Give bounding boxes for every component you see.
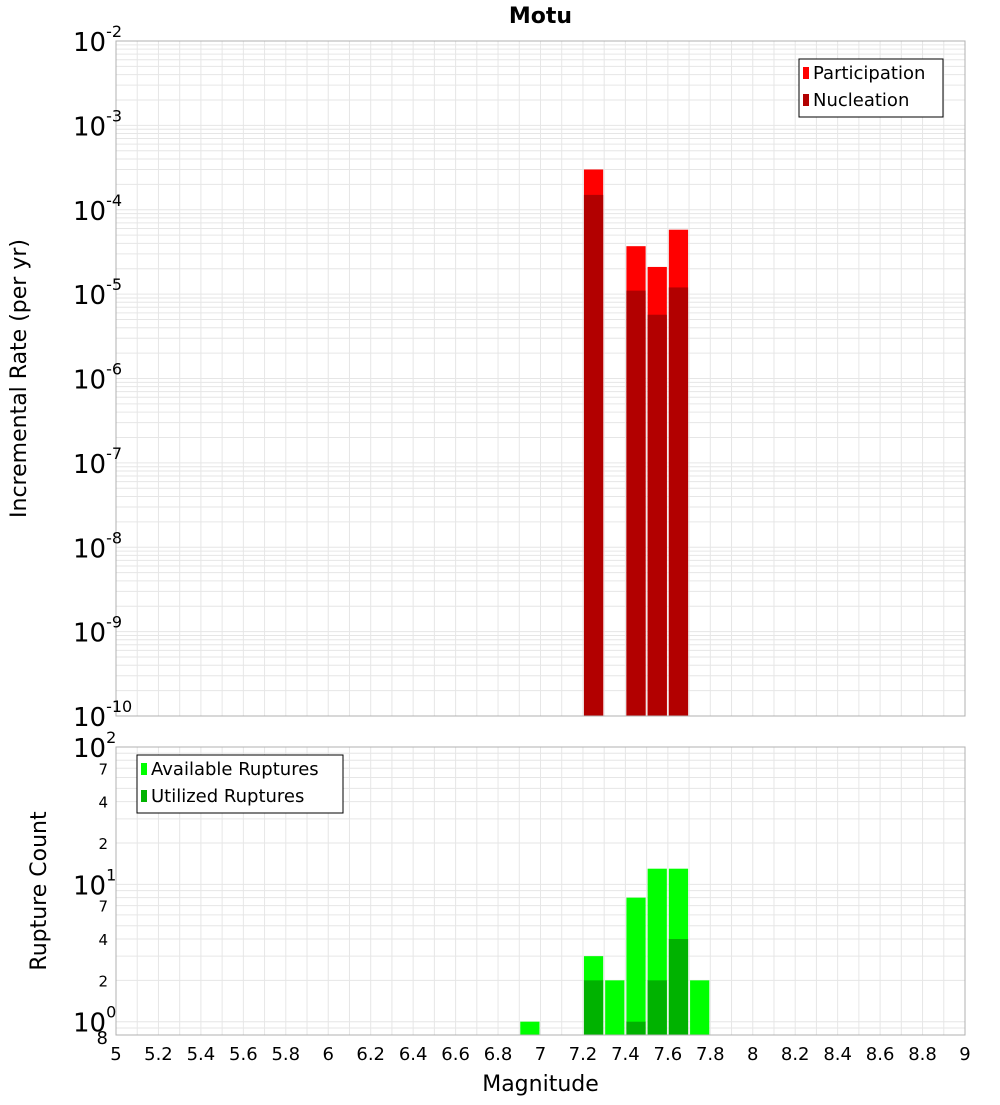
x-tick-label: 7	[535, 1044, 546, 1065]
bar	[605, 980, 625, 1035]
x-tick-label: 5	[110, 1044, 121, 1065]
legend-box	[136, 754, 344, 814]
bar	[668, 287, 689, 716]
x-tick-label: 8	[747, 1044, 758, 1065]
y-tick-label: 10-9	[73, 613, 122, 649]
legend-entry: Nucleation	[813, 90, 909, 111]
y-tick-label: 10-7	[73, 444, 122, 480]
y-tick-label: 2	[98, 972, 108, 990]
series-nucleation	[583, 194, 689, 716]
x-tick-label: 6.8	[484, 1044, 513, 1065]
y-tick-label: 7	[98, 898, 108, 916]
series-utilized-ruptures	[583, 939, 689, 1035]
x-tick-label: 5.2	[144, 1044, 173, 1065]
x-tick-label: 6.2	[356, 1044, 385, 1065]
legend-entry: Available Ruptures	[151, 759, 319, 780]
y-tick-label: 10-8	[73, 528, 122, 564]
y-tick-label: 101	[73, 865, 116, 901]
y-tick-label: 10-5	[73, 275, 122, 311]
y-tick-label: 4	[98, 794, 108, 812]
bar	[583, 194, 604, 716]
y-tick-label: 2	[98, 835, 108, 853]
grid	[115, 40, 966, 717]
y-axis-label: Incremental Rate (per yr)	[7, 239, 32, 518]
x-tick-label: 8.6	[866, 1044, 895, 1065]
y-tick-label: 10-3	[73, 106, 122, 142]
y-tick-label: 10-2	[73, 22, 122, 58]
x-tick-label: 6.4	[399, 1044, 428, 1065]
legend-swatch	[803, 94, 809, 106]
y-tick-label: 4	[98, 931, 108, 949]
legend: Participation Nucleation	[798, 58, 944, 118]
plot-frame	[115, 746, 966, 1036]
x-axis-label: Magnitude	[482, 1072, 599, 1097]
y-tick-label: 100	[73, 1003, 116, 1039]
bar	[626, 1021, 646, 1035]
x-tick-label: 8.4	[823, 1044, 852, 1065]
legend: Available Ruptures Utilized Ruptures	[136, 754, 344, 814]
x-tick-label: 7.4	[611, 1044, 640, 1065]
bar	[626, 897, 646, 1035]
y-tick-label: 10-4	[73, 191, 122, 227]
y-tick-label: 10-10	[73, 697, 132, 733]
chart-panel-0: 10-10 10-9 10-8 10-7 10-6 10-5 10-4 10-3 10-2 Inc…	[7, 4, 966, 733]
bar	[583, 980, 604, 1035]
y-tick-label: 102	[73, 728, 116, 764]
plot-frame	[115, 40, 966, 717]
y-tick-label: 8	[97, 1028, 108, 1049]
bar	[520, 1021, 540, 1035]
chart-title: Motu	[509, 4, 572, 29]
legend-swatch	[141, 763, 147, 775]
x-tick-label: 9	[959, 1044, 970, 1065]
x-tick-label: 5.4	[187, 1044, 216, 1065]
bar	[647, 314, 667, 716]
x-tick-label: 5.8	[271, 1044, 300, 1065]
x-tick-label: 8.8	[908, 1044, 937, 1065]
bar	[626, 290, 646, 716]
x-tick-label: 7.8	[696, 1044, 725, 1065]
x-tick-label: 6	[323, 1044, 334, 1065]
y-axis-label: Rupture Count	[27, 811, 52, 971]
bar	[690, 980, 710, 1035]
x-tick-label: 8.2	[781, 1044, 810, 1065]
legend-entry: Utilized Ruptures	[151, 786, 304, 807]
x-tick-label: 5.6	[229, 1044, 258, 1065]
y-tick-label: 10-6	[73, 360, 122, 396]
legend-box	[798, 58, 944, 118]
x-tick-label: 7.6	[654, 1044, 683, 1065]
bar	[647, 980, 667, 1035]
legend-entry: Participation	[813, 63, 925, 84]
legend-swatch	[803, 67, 809, 79]
y-tick-label: 7	[98, 760, 108, 778]
x-tick-label: 7.2	[569, 1044, 598, 1065]
x-tick-label: 6.6	[441, 1044, 470, 1065]
bar	[668, 939, 689, 1035]
legend-swatch	[141, 790, 147, 802]
